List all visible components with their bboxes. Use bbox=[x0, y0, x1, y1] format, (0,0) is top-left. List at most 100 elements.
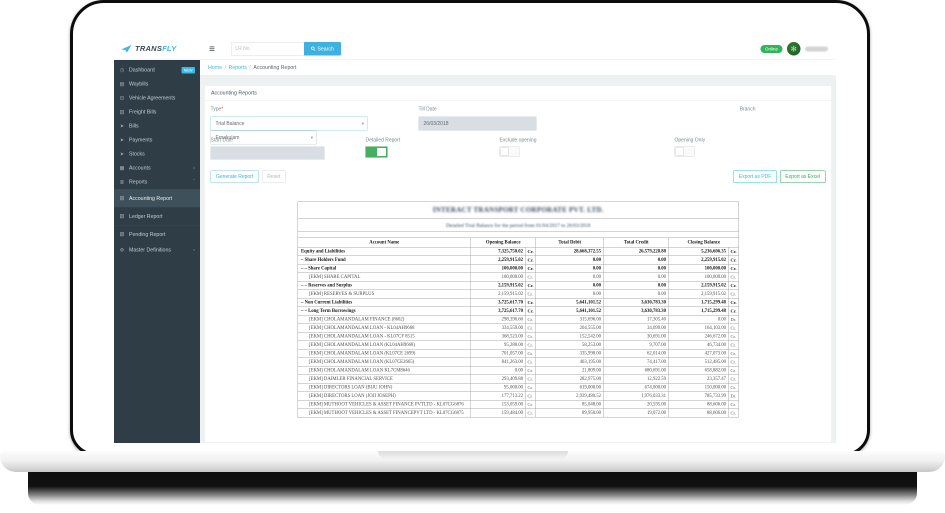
cell-total-credit: 26,579,228.88 bbox=[603, 247, 669, 256]
cell-opening-crdr: Cr. bbox=[525, 374, 536, 384]
reset-button[interactable]: Reset bbox=[261, 170, 286, 183]
cell-closing-balance: 0.00 bbox=[668, 315, 729, 324]
brand-logo[interactable]: TRANSFLY bbox=[114, 44, 200, 54]
report-row: Equity and Liabilities 7,325,750.02 Cr. 28,… bbox=[297, 247, 739, 256]
sidebar-item-freight-bills[interactable]: ▥ Freight Bills bbox=[114, 105, 200, 119]
sidebar-item-label: Accounts bbox=[129, 165, 151, 171]
toggle-knob bbox=[377, 148, 386, 156]
cell-opening-balance: 3,725,617.70 bbox=[470, 298, 526, 307]
vehicle-agreements-icon: ⊟ bbox=[119, 95, 125, 101]
report-row: [EKM] CHOLAMANDALAM LOAN KL7CM8646 0.00 Cr… bbox=[297, 366, 739, 375]
user-name[interactable] bbox=[805, 46, 828, 52]
cell-closing-crdr: Dr. bbox=[728, 315, 739, 324]
stocks-icon: ➤ bbox=[119, 151, 125, 157]
cell-total-credit: 34,099.00 bbox=[603, 323, 669, 333]
cell-opening-crdr: Cr. bbox=[525, 391, 536, 401]
paper-plane-icon bbox=[121, 44, 132, 53]
cell-closing-balance: 100,000.00 bbox=[668, 272, 729, 282]
cell-closing-balance: 2,159,915.02 bbox=[668, 289, 729, 299]
sidebar-item-bills[interactable]: ➤ Bills bbox=[114, 119, 200, 133]
brand-name-primary: TRANS bbox=[135, 44, 163, 54]
cell-account-name: [EKM] CHOLAMANDALAM FINANCE (8602) bbox=[297, 315, 471, 324]
sidebar-item-accounting-report[interactable]: ▧ Accounting Report bbox=[114, 189, 200, 207]
accounting-report-icon: ▧ bbox=[119, 195, 125, 202]
sidebar-item-master-definitions[interactable]: ⚙ Master Definitions ‹ bbox=[114, 243, 200, 257]
cell-total-debit: 28,668,372.55 bbox=[535, 247, 604, 256]
cell-closing-crdr: Cr. bbox=[728, 255, 739, 265]
cell-total-credit: 30,691.00 bbox=[603, 332, 669, 341]
col-total-debit: Total Debit bbox=[535, 237, 604, 248]
switch-knob bbox=[500, 147, 509, 156]
breadcrumb-reports[interactable]: Reports bbox=[228, 64, 247, 71]
cell-total-debit: 85,048.00 bbox=[535, 400, 604, 409]
lr-search-input[interactable] bbox=[230, 42, 304, 56]
freight-bills-icon: ▥ bbox=[119, 109, 125, 115]
cell-total-credit: 62,014.00 bbox=[603, 349, 669, 358]
cell-closing-crdr: Cr. bbox=[728, 289, 739, 299]
report-row: [EKM] DIRECTORS LOAN (BIJU JOHN) 95,000.0… bbox=[297, 383, 739, 392]
sidebar-item-dashboard[interactable]: ◷ Dashboard NEW bbox=[114, 63, 200, 77]
export-pdf-button[interactable]: Export as PDF bbox=[733, 170, 777, 183]
cell-total-debit: 89,950.00 bbox=[535, 408, 604, 418]
cell-opening-balance: 2,259,915.02 bbox=[470, 255, 526, 265]
cell-total-credit: 17,305.40 bbox=[603, 315, 669, 324]
cell-account-name: [EKM] DIRECTORS LOAN (JOJI JOSEPH) bbox=[297, 391, 471, 401]
cell-closing-balance: 2,159,915.02 bbox=[668, 281, 729, 290]
start-date-input[interactable] bbox=[210, 146, 325, 160]
cell-closing-balance: 658,882.00 bbox=[668, 366, 729, 375]
sidebar-item-waybills[interactable]: ▤ Waybills bbox=[114, 77, 200, 91]
cell-closing-balance: 1,715,299.48 bbox=[668, 306, 729, 316]
hamburger-menu-icon[interactable]: ≡ bbox=[209, 43, 215, 55]
cell-closing-balance: 150,000.00 bbox=[668, 383, 729, 392]
switch-knob bbox=[675, 147, 684, 156]
type-select[interactable]: Trial Balance ▾ bbox=[210, 116, 368, 131]
cell-total-debit: 5,641,101.52 bbox=[535, 306, 604, 316]
cell-total-credit: 19,072.00 bbox=[603, 408, 669, 418]
sidebar-item-vehicle-agreements[interactable]: ⊟ Vehicle Agreements bbox=[114, 91, 200, 105]
till-date-label: Till Date bbox=[418, 106, 437, 113]
laptop-notch bbox=[377, 451, 568, 459]
cell-opening-balance: 841,263.00 bbox=[470, 357, 526, 367]
cell-account-name: – Non Current Liabilities bbox=[297, 298, 471, 307]
report-row: [EKM] DAIMLER FINANCIAL SERVICE 293,409.8… bbox=[297, 374, 739, 384]
cell-opening-balance: 334,559.00 bbox=[470, 323, 526, 333]
cell-opening-crdr: Cr. bbox=[525, 323, 536, 333]
cell-closing-crdr: Cr. bbox=[728, 323, 739, 333]
sidebar-item-pending-report[interactable]: ▧ Pending Report bbox=[114, 225, 200, 243]
generate-report-button[interactable]: Generate Report bbox=[210, 170, 259, 183]
cell-opening-balance: 95,000.00 bbox=[470, 383, 526, 392]
cell-account-name: [EKM] MUTHOOT VEHICLES & ASSET FINANCEPV… bbox=[297, 408, 471, 418]
chevron-icon: ‹ bbox=[193, 247, 195, 253]
cell-total-credit: 0.00 bbox=[603, 272, 669, 282]
cell-total-credit: 0.00 bbox=[603, 289, 669, 299]
till-date-input[interactable]: 26/03/2018 bbox=[418, 116, 537, 131]
cell-opening-crdr: Cr. bbox=[525, 400, 536, 409]
exclude-opening-checkbox[interactable] bbox=[499, 146, 520, 157]
cell-closing-crdr: Cr. bbox=[728, 349, 739, 358]
report-row: [EKM] RESERVES & SURPLUS 2,159,915.02 Cr. 0… bbox=[297, 289, 739, 299]
exclude-opening-label: Exclude opening bbox=[499, 137, 537, 144]
breadcrumb-separator: / bbox=[224, 64, 226, 71]
sidebar-item-stocks[interactable]: ➤ Stocks bbox=[114, 147, 200, 161]
sidebar-item-reports[interactable]: ≣ Reports ˇ bbox=[114, 175, 200, 189]
breadcrumb-home[interactable]: Home bbox=[208, 64, 223, 71]
report-row: [EKM] CHOLAMANDALAM LOAN - KL07CF 8515 36… bbox=[297, 332, 739, 341]
opening-only-checkbox[interactable] bbox=[674, 146, 695, 157]
sidebar-item-label: Pending Report bbox=[129, 231, 166, 238]
detailed-report-toggle[interactable] bbox=[365, 146, 388, 158]
export-excel-button[interactable]: Export as Excel bbox=[779, 170, 826, 183]
cell-closing-crdr: Cr. bbox=[728, 247, 739, 256]
search-button[interactable]: Search bbox=[303, 42, 341, 56]
sidebar-item-label: Bills bbox=[129, 123, 139, 129]
user-avatar[interactable]: ✻ bbox=[787, 42, 801, 56]
sidebar-item-ledger-report[interactable]: ▧ Ledger Report bbox=[114, 207, 200, 225]
branch-select[interactable]: Ernakulam ▾ bbox=[210, 130, 317, 145]
sidebar-item-accounts[interactable]: ▦ Accounts ‹ bbox=[114, 161, 200, 175]
new-badge: NEW bbox=[181, 66, 195, 74]
cell-opening-crdr: Cr. bbox=[525, 408, 536, 418]
cell-opening-balance: 293,409.88 bbox=[470, 374, 526, 384]
report-row: – Share Holders Fund 2,259,915.02 Cr. 0.00 0… bbox=[297, 255, 739, 265]
sidebar-item-payments[interactable]: ➤ Payments bbox=[114, 133, 200, 147]
cell-closing-crdr: Cr. bbox=[728, 332, 739, 341]
cell-account-name: [EKM] DAIMLER FINANCIAL SERVICE bbox=[297, 374, 471, 384]
